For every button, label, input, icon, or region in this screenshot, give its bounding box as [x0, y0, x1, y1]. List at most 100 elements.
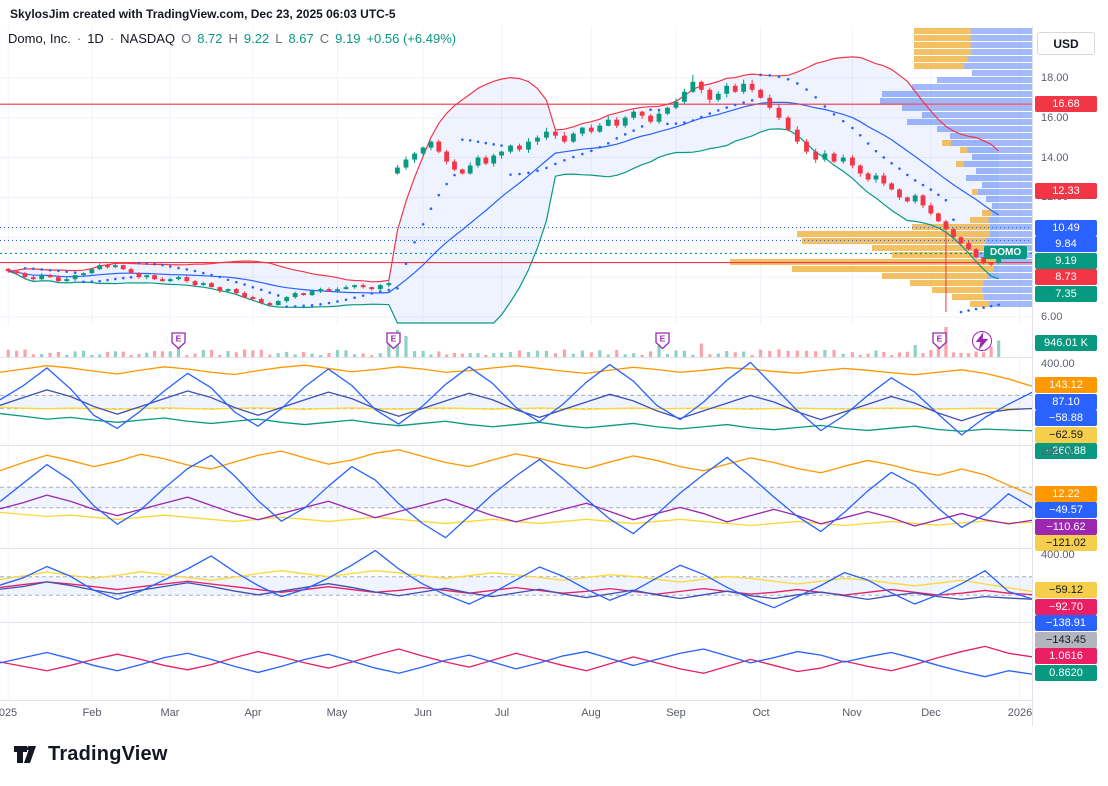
oscillator-series-blue	[0, 648, 1032, 678]
bollinger-lower-line	[8, 128, 999, 324]
time-axis-label: Oct	[752, 707, 770, 719]
close-label: C	[319, 31, 330, 46]
interval-label[interactable]: 1D	[87, 31, 104, 46]
oscillator-series-navy	[0, 581, 1032, 601]
change-value: +0.56 (+6.49%)	[366, 31, 457, 46]
axis-value-badge: 12.22	[1035, 486, 1097, 502]
earnings-icon[interactable]: E	[655, 332, 670, 350]
lightning-icon	[975, 332, 989, 350]
time-axis-label: Jul	[494, 707, 510, 719]
axis-value-badge: 8.73	[1035, 269, 1097, 285]
symbol-price-flag[interactable]: DOMO	[984, 246, 1028, 259]
oscillator-series-navy	[0, 389, 1032, 422]
axis-value-badge: 0.8620	[1035, 665, 1097, 681]
axis-tick-label: 6.00	[1041, 311, 1063, 323]
candlestick-series[interactable]	[5, 74, 1002, 313]
axis-value-badge: −58.88	[1035, 410, 1097, 426]
earnings-icon[interactable]: E	[171, 332, 186, 350]
axis-value-badge: 1.0616	[1035, 648, 1097, 664]
axis-value-badge: 946.01 K	[1035, 335, 1097, 351]
axis-value-badge: 143.12	[1035, 377, 1097, 393]
oscillator-pane-3[interactable]	[0, 548, 1032, 623]
bollinger-fill	[8, 56, 999, 324]
axis-value-badge: 7.35	[1035, 286, 1097, 302]
axis-value-badge: −59.12	[1035, 582, 1097, 598]
time-axis-label: Jun	[414, 707, 432, 719]
axis-value-badge: −92.70	[1035, 599, 1097, 615]
time-axis-label: May	[326, 707, 348, 719]
oscillator-series-yellow	[0, 406, 1032, 410]
footer: TradingView	[12, 740, 168, 768]
time-axis-label: Aug	[581, 707, 601, 719]
exchange-label: NASDAQ	[120, 31, 176, 46]
oscillator-series-yellow	[0, 570, 1032, 593]
axis-value-badge: −121.02	[1035, 535, 1097, 551]
parabolic-sar-dots	[23, 73, 1000, 314]
tradingview-brand-text[interactable]: TradingView	[48, 742, 168, 765]
high-label: H	[228, 31, 238, 46]
axis-tick-label: 400.00	[1041, 358, 1075, 370]
chart-legend: Domo, Inc. · 1D · NASDAQ O 8.72 H 9.22 L 8.…	[8, 31, 456, 46]
oscillator-pane-2[interactable]	[0, 445, 1032, 549]
axis-value-badge: −260.88	[1035, 443, 1097, 459]
axis-value-badge: 10.49	[1035, 220, 1097, 236]
time-axis-label: Mar	[160, 707, 180, 719]
oscillator-series-orange	[0, 449, 1032, 496]
open-value: 8.72	[197, 31, 223, 46]
oscillator-series-blue	[0, 549, 1032, 609]
earnings-icon[interactable]: E	[386, 332, 401, 350]
time-axis[interactable]: 025 Feb Mar Apr May Jun Jul Aug Sep Oct Nov Dec 2026	[0, 700, 1032, 727]
currency-label[interactable]: USD	[1037, 32, 1095, 55]
legend-separator: ·	[76, 31, 82, 46]
axis-tick-label: 250.00	[1041, 446, 1075, 458]
close-value: 9.19	[335, 31, 361, 46]
axis-value-badge: 9.84	[1035, 236, 1097, 252]
axis-value-badge: −110.62	[1035, 519, 1097, 535]
tradingview-logo-icon[interactable]	[12, 740, 40, 768]
low-label: L	[275, 31, 283, 46]
earnings-icon[interactable]: E	[932, 332, 947, 350]
svg-text:E: E	[937, 334, 943, 344]
time-axis-label: Apr	[244, 707, 262, 719]
time-axis-label: 2026	[1007, 707, 1033, 719]
oscillator-band-fill	[0, 395, 1032, 409]
oscillator-band-fill	[0, 487, 1032, 508]
volume-profile	[730, 28, 1032, 307]
symbol-name[interactable]: Domo, Inc.	[8, 31, 71, 46]
axis-value-badge: 9.19	[1035, 253, 1097, 269]
axis-value-badge: 87.10	[1035, 394, 1097, 410]
time-axis-label: Sep	[666, 707, 686, 719]
svg-text:E: E	[176, 334, 182, 344]
high-value: 9.22	[243, 31, 270, 46]
price-pane[interactable]: Domo, Inc. · 1D · NASDAQ O 8.72 H 9.22 L 8.…	[0, 26, 1032, 325]
legend-separator: ·	[109, 31, 115, 46]
chart-area[interactable]: Domo, Inc. · 1D · NASDAQ O 8.72 H 9.22 L 8.…	[0, 26, 1103, 727]
price-axis[interactable]: USD 18.0016.0014.0012.0010.008.006.0016.…	[1032, 26, 1103, 726]
axis-value-badge: 12.33	[1035, 183, 1097, 199]
oscillator-series-blue	[0, 361, 1032, 436]
axis-tick-label: 14.00	[1041, 152, 1069, 164]
oscillator-series-crimson	[0, 645, 1032, 674]
lightning-boost-icon[interactable]	[972, 331, 992, 351]
svg-text:E: E	[391, 334, 397, 344]
volume-bars	[6, 327, 1001, 357]
time-axis-label: 025	[0, 707, 18, 719]
oscillator-series-magenta	[0, 580, 1032, 596]
axis-tick-label: 400.00	[1041, 549, 1075, 561]
axis-value-badge: −62.59	[1035, 427, 1097, 443]
time-axis-label: Nov	[842, 707, 862, 719]
bollinger-basis-line	[8, 101, 1000, 294]
time-axis-label: Feb	[82, 707, 102, 719]
axis-value-badge: −49.57	[1035, 502, 1097, 518]
axis-value-badge: −143.45	[1035, 632, 1097, 648]
oscillator-pane-1[interactable]	[0, 357, 1032, 446]
axis-value-badge: 16.68	[1035, 96, 1097, 112]
time-axis-label: Dec	[921, 707, 941, 719]
price-gridlines	[0, 26, 1032, 325]
oscillator-series-blue	[0, 454, 1032, 539]
axis-value-badge: −138.91	[1035, 615, 1097, 631]
axis-tick-label: 16.00	[1041, 112, 1069, 124]
oscillator-pane-4[interactable]	[0, 622, 1032, 701]
